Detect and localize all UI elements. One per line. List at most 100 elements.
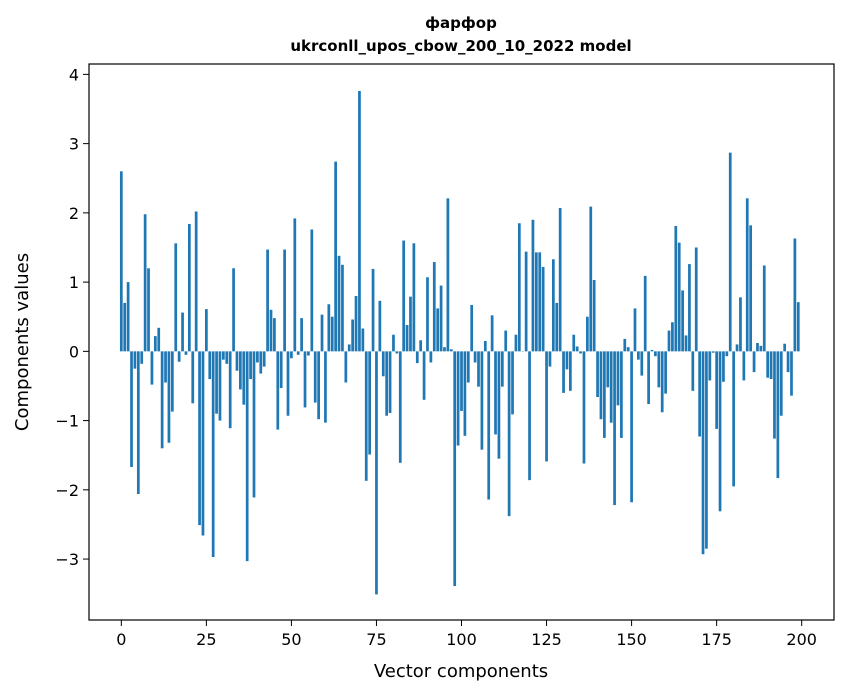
bar-component-183 <box>742 351 746 381</box>
bar-component-114 <box>507 351 511 517</box>
bar-component-22 <box>194 211 198 352</box>
bar-component-168 <box>691 351 695 391</box>
bar-component-158 <box>657 351 661 388</box>
bar-component-87 <box>415 351 419 364</box>
bar-component-31 <box>225 351 229 364</box>
bar-component-104 <box>473 351 477 363</box>
y-tick-label-1: −2 <box>55 481 79 500</box>
bar-component-187 <box>756 343 759 352</box>
bar-component-179 <box>728 152 732 352</box>
bar-component-145 <box>613 351 616 506</box>
bar-component-139 <box>592 280 596 352</box>
bar-component-196 <box>786 351 790 373</box>
bar-component-56 <box>310 229 314 352</box>
bar-component-190 <box>766 351 770 378</box>
bar-component-199 <box>796 302 800 352</box>
x-tick-label-125: 125 <box>531 630 562 649</box>
bar-component-152 <box>637 351 640 360</box>
bar-component-67 <box>347 344 351 352</box>
bar-component-86 <box>412 243 416 352</box>
bar-component-192 <box>773 351 776 439</box>
bar-component-81 <box>395 351 399 354</box>
bar-component-32 <box>228 351 232 429</box>
bar-component-84 <box>405 325 409 352</box>
bar-component-129 <box>558 208 562 352</box>
bar-component-70 <box>358 91 361 352</box>
bar-component-37 <box>245 351 249 562</box>
bar-component-117 <box>517 223 521 352</box>
bar-component-150 <box>630 351 633 503</box>
bar-component-63 <box>334 161 337 352</box>
bar-component-16 <box>174 243 178 352</box>
bar-component-35 <box>239 351 242 390</box>
bar-component-65 <box>341 264 344 352</box>
bar-component-195 <box>783 343 787 352</box>
y-tick-label-2: −1 <box>55 412 79 431</box>
bar-component-5 <box>136 351 140 494</box>
bar-component-193 <box>776 351 780 479</box>
bar-component-148 <box>623 338 627 352</box>
bar-component-12 <box>160 351 164 449</box>
bar-component-170 <box>698 351 701 437</box>
bar-component-62 <box>330 316 334 352</box>
x-axis-ticks: 0 25 50 75 100 125 150 175 200 <box>116 620 817 649</box>
x-tick-label-175: 175 <box>701 630 732 649</box>
bar-component-24 <box>201 351 205 536</box>
bar-component-45 <box>273 318 276 352</box>
bar-component-75 <box>375 351 378 595</box>
bar-component-142 <box>603 351 606 438</box>
y-axis-ticks: −3 −2 −1 0 1 2 3 4 <box>55 65 89 569</box>
y-tick-label-7: 4 <box>69 65 79 84</box>
bar-component-4 <box>133 351 137 369</box>
bar-component-94 <box>439 285 443 352</box>
bar-component-66 <box>344 351 348 383</box>
bar-component-144 <box>609 351 613 423</box>
x-tick-label-0: 0 <box>116 630 126 649</box>
bar-component-77 <box>381 351 385 377</box>
bar-component-174 <box>711 351 715 353</box>
bar-component-140 <box>596 351 599 398</box>
bar-component-97 <box>449 349 453 352</box>
bar-component-80 <box>392 334 395 352</box>
bar-component-109 <box>490 315 494 352</box>
bar-component-91 <box>429 351 433 363</box>
bar-component-194 <box>779 351 783 416</box>
bar-component-93 <box>436 308 440 352</box>
bar-component-7 <box>143 214 147 352</box>
bar-component-88 <box>419 340 423 352</box>
y-tick-label-3: 0 <box>69 342 79 361</box>
bar-component-8 <box>147 268 150 352</box>
bar-component-29 <box>218 351 222 421</box>
bar-component-43 <box>266 249 269 352</box>
bar-component-59 <box>320 314 324 352</box>
bar-component-58 <box>317 351 320 420</box>
bar-component-83 <box>402 240 406 352</box>
bar-component-82 <box>398 351 402 463</box>
bar-component-110 <box>494 351 497 435</box>
y-axis-label: Components values <box>12 253 33 431</box>
bar-component-172 <box>705 351 708 549</box>
bar-component-101 <box>463 351 467 436</box>
bar-component-73 <box>368 351 372 455</box>
bar-component-90 <box>426 277 429 352</box>
bar-component-178 <box>725 351 729 357</box>
bar-component-128 <box>555 302 559 352</box>
bar-component-51 <box>293 218 297 352</box>
bar-component-162 <box>671 322 674 352</box>
bar-component-78 <box>385 351 389 416</box>
bar-component-14 <box>167 351 171 443</box>
bar-component-124 <box>541 266 545 352</box>
bar-component-15 <box>170 351 174 412</box>
bar-component-54 <box>303 351 307 408</box>
bar-component-160 <box>664 351 667 394</box>
bar-component-27 <box>211 351 215 557</box>
bar-component-177 <box>722 351 725 382</box>
bar-component-163 <box>674 226 678 352</box>
bar-component-26 <box>208 351 212 380</box>
bar-component-50 <box>290 351 293 359</box>
bar-component-44 <box>269 309 273 352</box>
bar-component-171 <box>701 351 705 555</box>
x-tick-label-150: 150 <box>616 630 647 649</box>
bar-component-159 <box>660 351 664 413</box>
bar-component-167 <box>688 264 691 352</box>
